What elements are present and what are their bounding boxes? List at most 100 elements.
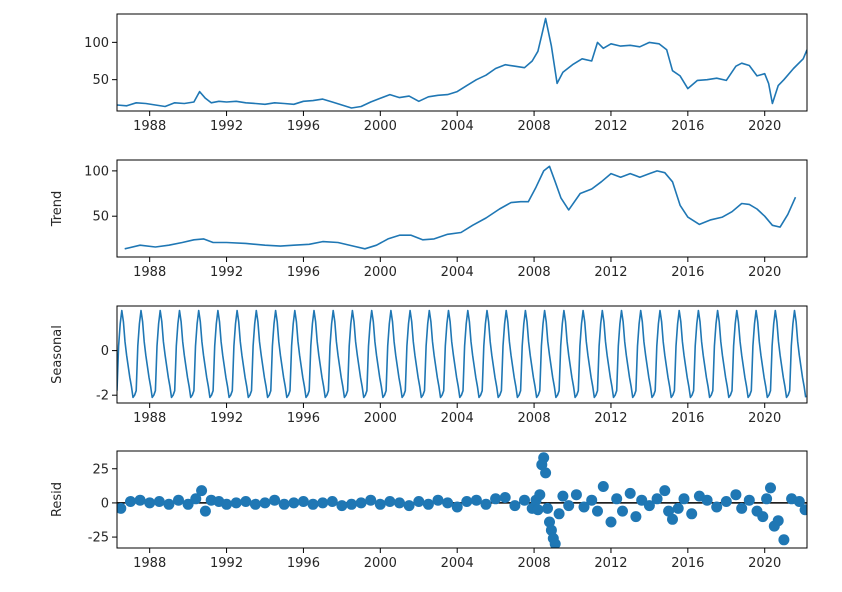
x-tick-label: 1996 xyxy=(287,265,320,280)
resid-point xyxy=(643,500,655,512)
resid-point xyxy=(317,497,329,509)
resid-point xyxy=(557,490,569,502)
resid-point xyxy=(259,497,271,509)
resid-point xyxy=(490,493,502,505)
resid-point xyxy=(672,502,684,514)
resid-point xyxy=(288,497,300,509)
resid-point xyxy=(592,505,603,517)
resid-point xyxy=(432,494,444,506)
x-tick-label: 2008 xyxy=(518,119,551,134)
resid-point xyxy=(413,496,425,507)
x-tick-label: 1992 xyxy=(210,119,243,134)
resid-point xyxy=(384,496,396,507)
resid-point xyxy=(249,498,261,510)
x-tick-label: 2020 xyxy=(748,119,781,134)
x-tick-label: 2000 xyxy=(364,119,397,134)
y-tick-label: 0 xyxy=(101,344,109,359)
x-tick-label: 1988 xyxy=(133,411,166,426)
y-tick-label: 0 xyxy=(101,496,109,511)
x-tick-label: 2012 xyxy=(594,411,627,426)
plot-area-observed xyxy=(117,17,807,109)
resid-point xyxy=(630,511,642,523)
resid-point xyxy=(182,498,194,510)
resid-point xyxy=(125,496,136,507)
resid-point xyxy=(461,496,473,507)
x-tick-label: 2008 xyxy=(518,556,551,571)
resid-point xyxy=(678,493,690,505)
resid-point xyxy=(117,502,127,514)
resid-point xyxy=(163,498,175,510)
x-tick-label: 2004 xyxy=(441,556,474,571)
resid-point xyxy=(605,516,617,528)
series-line-observed xyxy=(117,17,807,109)
y-tick-label: 25 xyxy=(92,462,109,477)
resid-point xyxy=(134,494,146,506)
resid-point xyxy=(365,494,377,506)
resid-point xyxy=(199,505,211,517)
resid-point xyxy=(563,500,575,512)
y-axis-label-trend: Trend xyxy=(50,191,65,228)
resid-point xyxy=(711,501,723,513)
x-tick-label: 1996 xyxy=(287,411,320,426)
resid-point xyxy=(540,467,552,479)
x-tick-label: 1992 xyxy=(210,265,243,280)
resid-point xyxy=(757,511,769,523)
resid-point xyxy=(701,494,713,506)
resid-point xyxy=(793,496,805,507)
resid-point xyxy=(651,493,663,505)
resid-point xyxy=(519,494,530,506)
resid-point xyxy=(499,492,511,503)
resid-point xyxy=(509,500,521,512)
x-tick-label: 2020 xyxy=(748,411,781,426)
x-tick-label: 2012 xyxy=(594,119,627,134)
resid-point xyxy=(307,498,319,510)
resid-point xyxy=(542,502,553,514)
x-tick-label: 2016 xyxy=(671,119,704,134)
x-tick-label: 1996 xyxy=(287,119,320,134)
resid-point xyxy=(636,494,648,506)
y-tick-label: 100 xyxy=(84,36,109,51)
resid-point xyxy=(278,498,290,510)
panel-trend: 1988 1992 1996 2000 2004 2008 2012 2016 2020 50 10… xyxy=(50,159,808,280)
resid-point xyxy=(403,500,415,512)
resid-point xyxy=(799,504,807,516)
resid-point xyxy=(326,496,338,507)
resid-point xyxy=(394,497,405,509)
axes-frame-observed xyxy=(116,13,808,112)
x-tick-label: 1988 xyxy=(133,119,166,134)
axes-frame-resid xyxy=(116,450,808,549)
y-axis-label-seasonal: Seasonal xyxy=(50,325,65,384)
resid-point xyxy=(538,452,550,464)
resid-point xyxy=(624,487,636,499)
plot-area-seasonal xyxy=(117,309,807,399)
x-tick-label: 2020 xyxy=(748,556,781,571)
resid-point xyxy=(144,497,156,509)
x-tick-label: 2008 xyxy=(518,411,551,426)
series-line-trend xyxy=(124,165,797,250)
resid-point xyxy=(470,494,482,506)
x-tick-label: 1992 xyxy=(210,556,243,571)
resid-point xyxy=(578,501,590,513)
x-tick-label: 2020 xyxy=(748,265,781,280)
resid-point xyxy=(196,485,208,497)
resid-point xyxy=(336,500,348,512)
x-tick-label: 2016 xyxy=(671,265,704,280)
x-tick-label: 2000 xyxy=(364,556,397,571)
resid-point xyxy=(374,498,386,510)
resid-point xyxy=(586,494,598,506)
x-tick-label: 2000 xyxy=(364,265,397,280)
resid-point xyxy=(597,481,609,492)
resid-point xyxy=(544,516,555,528)
plot-area-trend xyxy=(124,165,797,250)
resid-point xyxy=(355,497,367,509)
resid-point xyxy=(346,498,357,510)
resid-point xyxy=(545,524,557,536)
x-tick-label: 2004 xyxy=(441,119,474,134)
resid-point xyxy=(765,482,776,494)
series-line-seasonal xyxy=(117,309,807,399)
y-tick-label: 50 xyxy=(92,73,109,88)
resid-point xyxy=(667,513,678,525)
resid-point xyxy=(451,501,463,513)
resid-point xyxy=(553,508,565,520)
